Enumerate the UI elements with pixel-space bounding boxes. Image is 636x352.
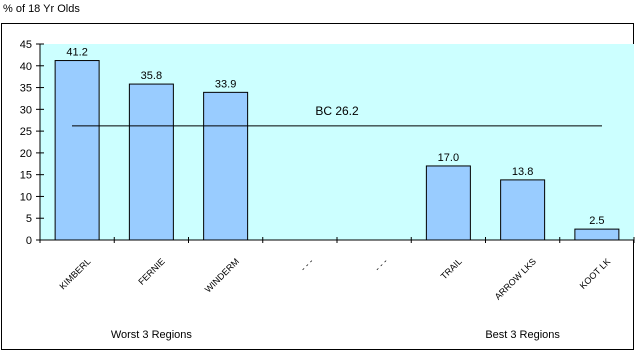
y-tick-label: 10 [20, 191, 32, 203]
x-tick-label: - - - [373, 256, 390, 273]
bar [425, 165, 471, 241]
group-label-best: Best 3 Regions [485, 329, 560, 341]
bar [500, 179, 546, 241]
bar [128, 83, 174, 241]
x-tick-label: KOOT LK [578, 256, 613, 291]
y-tick-label: 45 [20, 39, 32, 51]
y-axis-title: % of 18 Yr Olds [3, 3, 80, 15]
data-label: 17.0 [438, 152, 459, 164]
x-tick-label: WINDERM [203, 256, 241, 294]
x-tick-label: ARROW LKS [493, 256, 538, 301]
y-tick-label: 30 [20, 104, 32, 116]
data-label: 33.9 [215, 78, 236, 90]
data-label: 13.8 [512, 166, 533, 178]
y-tick-label: 35 [20, 83, 32, 95]
data-label: 41.2 [66, 47, 87, 59]
group-label-worst: Worst 3 Regions [111, 329, 193, 341]
y-tick-label: 15 [20, 170, 32, 182]
y-tick-label: 20 [20, 148, 32, 160]
x-tick-label: TRAIL [439, 256, 464, 281]
x-tick-label: FERNIE [136, 256, 166, 286]
bar [574, 228, 620, 241]
x-tick-label: - - - [298, 256, 315, 273]
bar [203, 91, 249, 241]
data-label: 2.5 [589, 215, 604, 227]
reference-line-label: BC 26.2 [315, 104, 359, 118]
y-tick-label: 0 [26, 235, 32, 247]
y-tick-label: 40 [20, 61, 32, 73]
y-tick-label: 5 [26, 213, 32, 225]
y-tick-label: 25 [20, 126, 32, 138]
data-label: 35.8 [141, 70, 162, 82]
bar [54, 60, 100, 241]
x-tick-label: KIMBERL [58, 256, 93, 291]
